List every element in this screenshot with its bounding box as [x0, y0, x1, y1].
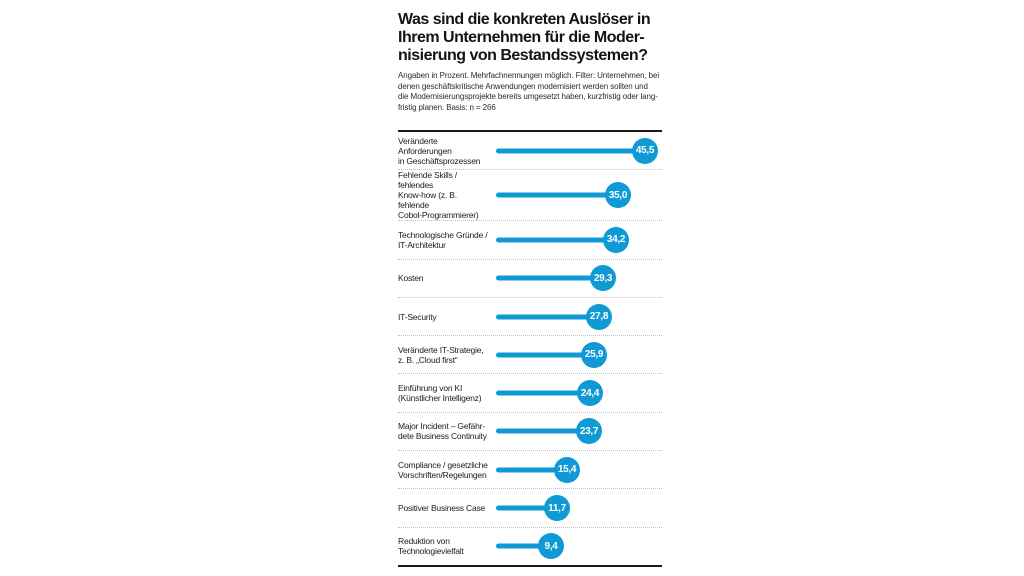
bar-area: 27,8	[496, 298, 662, 335]
category-label: Veränderte Anforderungen in Geschäftspro…	[398, 135, 481, 166]
bar-area: 29,3	[496, 260, 662, 297]
chart-row: Compliance / gesetzliche Vorschriften/Re…	[398, 451, 662, 490]
category-label: Fehlende Skills / fehlendes Know-how (z.…	[398, 170, 479, 221]
infographic-content: Was sind die konkreten Auslöser in Ihrem…	[398, 11, 662, 567]
value-bubble: 29,3	[590, 265, 616, 292]
value-bubble: 45,5	[632, 137, 658, 164]
bar	[496, 192, 618, 198]
category-label: Kosten	[398, 273, 424, 284]
chart-row: Major Incident – Gefähr- dete Business C…	[398, 413, 662, 452]
bar	[496, 428, 589, 434]
chart-row: Kosten 29,3	[398, 260, 662, 298]
bar	[496, 352, 594, 358]
value-bubble: 23,7	[576, 418, 602, 445]
value-bubble: 9,4	[538, 533, 564, 560]
chart-row: Technologische Gründe / IT-Architektur 34…	[398, 221, 662, 260]
value-bubble: 15,4	[554, 456, 580, 483]
bar-chart: Veränderte Anforderungen in Geschäftspro…	[398, 130, 662, 567]
bar	[496, 543, 551, 549]
chart-row: Positiver Business Case 11,7	[398, 489, 662, 528]
category-label: Einführung von KI (Künstlicher Intellige…	[398, 383, 482, 404]
category-label: Positiver Business Case	[398, 503, 486, 514]
category-label: Veränderte IT-Strategie, z. B. „Cloud fi…	[398, 344, 484, 365]
value-bubble: 35,0	[605, 182, 631, 209]
category-label: IT-Security	[398, 311, 437, 322]
value-bubble: 27,8	[586, 303, 612, 330]
chart-row: Fehlende Skills / fehlendes Know-how (z.…	[398, 170, 662, 222]
bar-area: 25,9	[496, 336, 662, 373]
chart-row: IT-Security 27,8	[398, 298, 662, 337]
bar-area: 24,4	[496, 374, 662, 411]
chart-row: Veränderte IT-Strategie, z. B. „Cloud fi…	[398, 336, 662, 375]
bar	[496, 314, 599, 320]
chart-row: Einführung von KI (Künstlicher Intellige…	[398, 374, 662, 413]
bar	[496, 390, 590, 396]
bar-area: 45,5	[496, 132, 662, 169]
bar-area: 15,4	[496, 451, 662, 488]
chart-row: Reduktion von Technologievielfalt 9,4	[398, 528, 662, 565]
category-label: Major Incident – Gefähr- dete Business C…	[398, 421, 487, 442]
chart-title: Was sind die konkreten Auslöser in Ihrem…	[398, 11, 651, 64]
bar-area: 23,7	[496, 413, 662, 450]
value-bubble: 24,4	[577, 380, 603, 407]
bar	[496, 237, 616, 243]
bar	[496, 148, 645, 154]
bar-area: 9,4	[496, 528, 662, 565]
bar	[496, 275, 603, 281]
category-label: Technologische Gründe / IT-Architektur	[398, 229, 488, 250]
value-bubble: 11,7	[544, 495, 570, 522]
category-label: Reduktion von Technologievielfalt	[398, 536, 464, 557]
bar	[496, 467, 567, 473]
bar-area: 35,0	[496, 170, 662, 220]
chart-subtitle: Angaben in Prozent. Mehrfachnennungen mö…	[398, 71, 660, 112]
bar	[496, 505, 557, 511]
value-bubble: 25,9	[581, 341, 607, 368]
value-bubble: 34,2	[603, 226, 629, 253]
bar-area: 34,2	[496, 221, 662, 258]
chart-row: Veränderte Anforderungen in Geschäftspro…	[398, 132, 662, 171]
bar-area: 11,7	[496, 489, 662, 526]
category-label: Compliance / gesetzliche Vorschriften/Re…	[398, 459, 488, 480]
